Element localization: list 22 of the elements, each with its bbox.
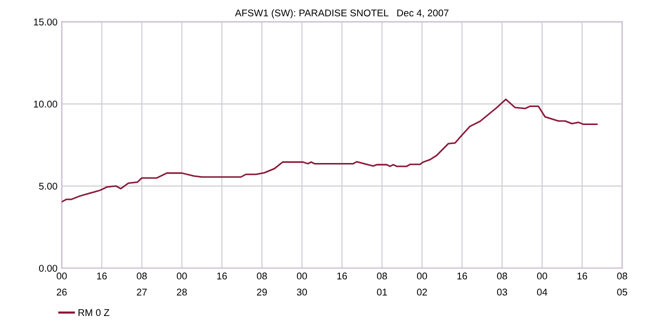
x-tick-label: 16 (457, 272, 468, 280)
x-tick-label: 00 02 (416, 272, 428, 296)
x-tick-label: 08 29 (256, 272, 267, 296)
x-tick-label: 00 30 (296, 272, 307, 296)
x-tick-label: 00 28 (176, 272, 187, 296)
x-tick-label: 08 27 (136, 272, 147, 296)
y-tick-label: 0.00 (39, 264, 58, 272)
x-tick-label: 00 04 (537, 272, 548, 296)
x-tick-label: 16 (97, 272, 107, 280)
x-tick-label: 16 (577, 272, 588, 280)
legend-label: RM 0 Z (78, 309, 110, 316)
x-tick-label: 08 05 (617, 272, 628, 296)
x-tick-label: 16 (337, 272, 347, 280)
line-series (62, 98, 598, 203)
x-tick-label: 08 01 (376, 272, 387, 296)
y-tick-label: 5.00 (39, 182, 58, 190)
x-tick-label: 16 (217, 272, 227, 280)
chart-title: AFSW1 (SW): PARADISE SNOTEL Dec 4, 2007 (235, 9, 448, 18)
x-tick-label: 00 26 (56, 272, 67, 296)
x-tick-label: 08 03 (497, 272, 508, 296)
y-tick-label: 10.00 (34, 100, 58, 108)
y-tick-label: 15.00 (34, 18, 58, 26)
